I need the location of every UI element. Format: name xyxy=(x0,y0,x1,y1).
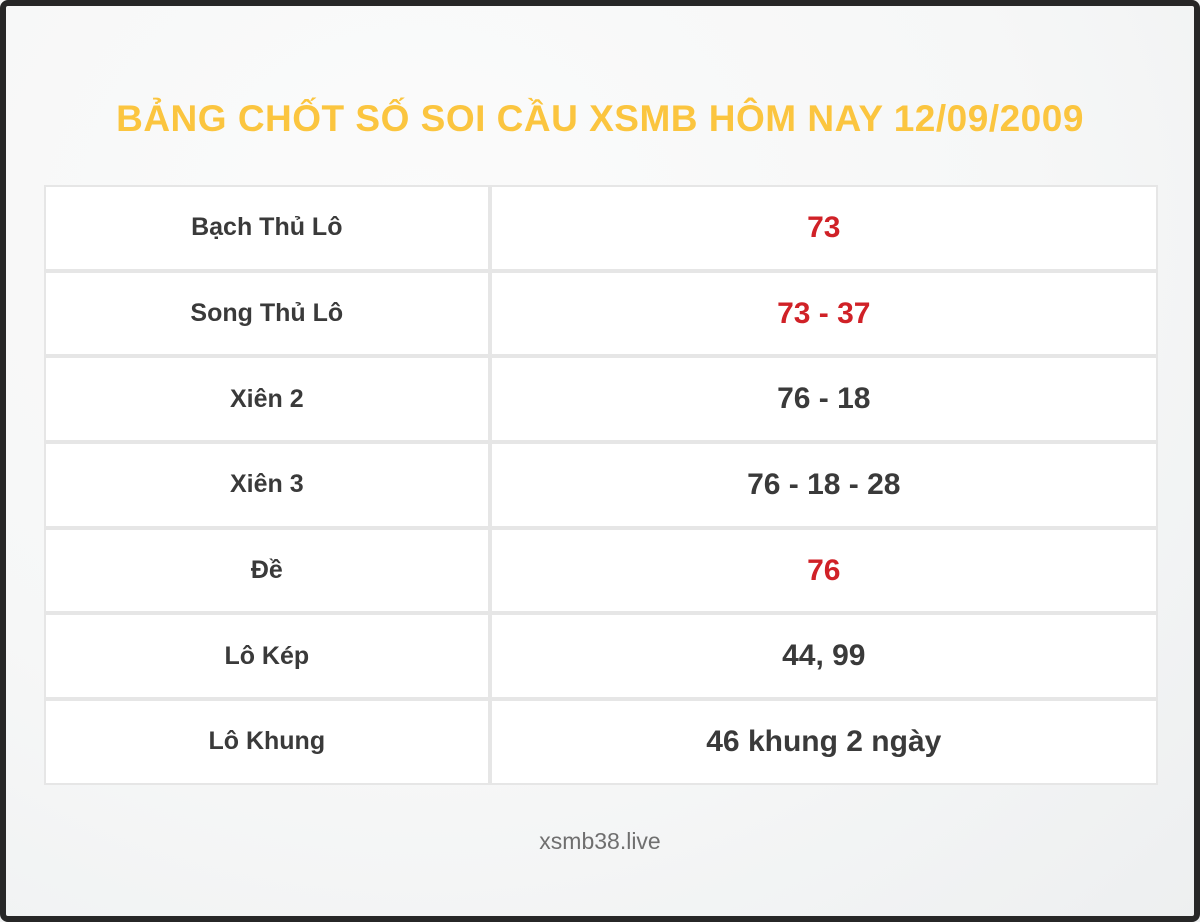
table-row: Đề 76 xyxy=(44,527,1158,614)
table-row: Lô Kép 44, 99 xyxy=(44,613,1158,700)
row-value: 76 - 18 - 28 xyxy=(489,442,1158,528)
row-label: Đề xyxy=(44,527,490,614)
row-label: Song Thủ Lô xyxy=(44,270,490,357)
table-row: Song Thủ Lô 73 - 37 xyxy=(44,270,1158,357)
table-row: Lô Khung 46 khung 2 ngày xyxy=(44,699,1158,785)
row-label: Xiên 3 xyxy=(44,442,490,528)
row-label: Lô Khung xyxy=(44,699,490,785)
row-value: 76 - 18 xyxy=(489,356,1158,443)
prediction-table: Bạch Thủ Lô 73 Song Thủ Lô 73 - 37 Xiên … xyxy=(44,185,1158,785)
table-row: Bạch Thủ Lô 73 xyxy=(44,185,1158,271)
row-value: 44, 99 xyxy=(489,613,1158,700)
row-value: 46 khung 2 ngày xyxy=(489,699,1158,785)
row-label: Bạch Thủ Lô xyxy=(44,185,490,271)
site-watermark: xsmb38.live xyxy=(539,828,661,854)
row-value: 73 - 37 xyxy=(489,270,1158,357)
row-label: Xiên 2 xyxy=(44,356,490,443)
row-label: Lô Kép xyxy=(44,613,490,700)
row-value: 76 xyxy=(489,527,1158,614)
page-title: BẢNG CHỐT SỐ SOI CẦU XSMB HÔM NAY 12/09/… xyxy=(116,98,1084,139)
row-value: 73 xyxy=(489,185,1158,271)
table-row: Xiên 3 76 - 18 - 28 xyxy=(44,442,1158,528)
table-row: Xiên 2 76 - 18 xyxy=(44,356,1158,443)
